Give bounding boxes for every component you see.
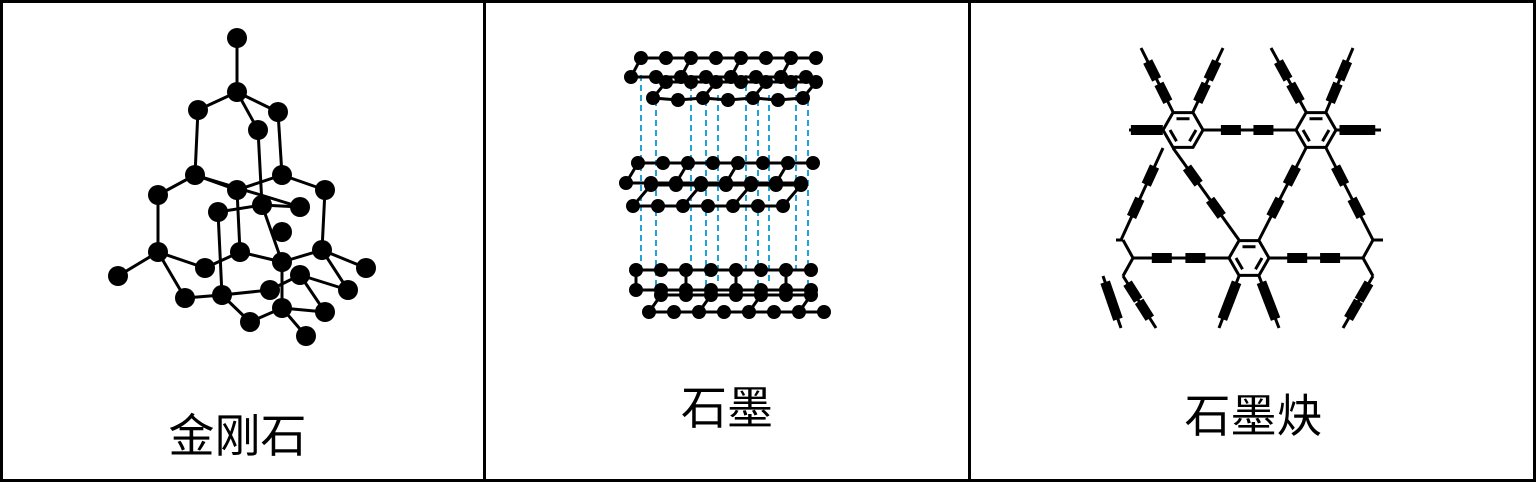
graphite-structure-diagram (619, 51, 831, 319)
graphite-layer-6 (642, 288, 831, 319)
graphite-layer-4 (626, 178, 808, 213)
graphdiyne-structure-diagram (1100, 47, 1383, 329)
diamond-structure-diagram (108, 28, 376, 346)
benzene-ring-3 (1227, 239, 1271, 277)
graphite-caption: 石墨 (681, 381, 773, 435)
graphite-panel: 石墨 (483, 0, 968, 482)
edge-ring-fragments (1116, 238, 1383, 277)
diamond-caption: 金刚石 (168, 409, 307, 463)
graphite-layer-2 (646, 75, 823, 107)
interlayer-lines (640, 75, 809, 290)
benzene-ring-1 (1161, 111, 1205, 149)
diamond-panel: 金刚石 (0, 0, 483, 482)
benzene-ring-2 (1294, 111, 1338, 149)
graphdiyne-caption: 石墨炔 (1184, 389, 1323, 443)
graphdiyne-panel: 石墨炔 (968, 0, 1536, 482)
